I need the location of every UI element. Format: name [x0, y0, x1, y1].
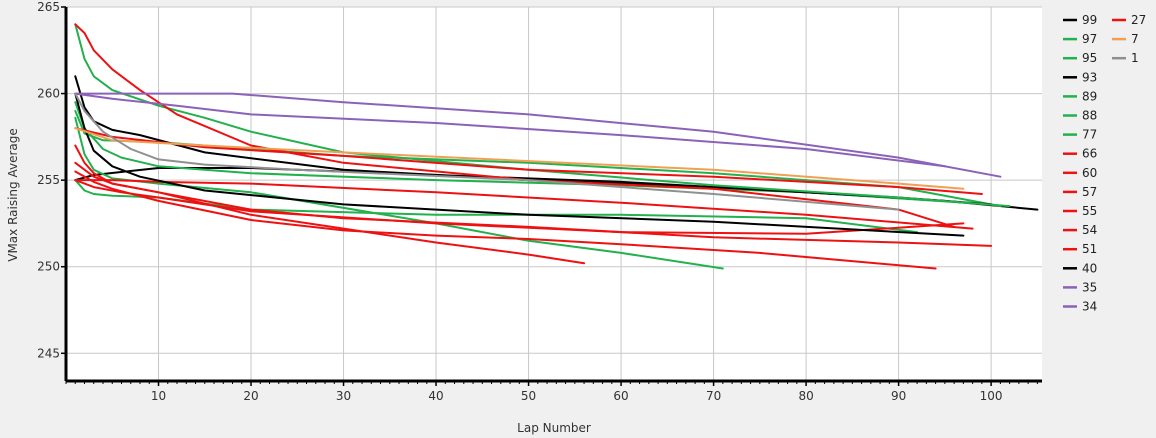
- series-line-7: [74, 127, 965, 190]
- legend-item-51: 51: [1063, 242, 1097, 256]
- x-tick-label: 70: [706, 389, 721, 403]
- legend-label: 57: [1082, 185, 1097, 199]
- legend-label: 93: [1082, 70, 1097, 84]
- legend-label: 95: [1082, 51, 1097, 65]
- x-tick-label: 40: [428, 389, 443, 403]
- legend-label: 27: [1131, 13, 1146, 27]
- legend-item-95: 95: [1063, 51, 1097, 65]
- plot-area: [66, 7, 1042, 381]
- series-line-57: [74, 179, 965, 235]
- legend-item-55: 55: [1063, 204, 1097, 218]
- series-line-66: [74, 23, 956, 228]
- x-axis-ticks: 10 20 30 40 50 60 70 80 90 100: [65, 381, 1038, 403]
- legend-label: 55: [1082, 204, 1097, 218]
- legend-label: 40: [1082, 261, 1097, 275]
- x-tick-label: 50: [521, 389, 536, 403]
- x-tick-label: 20: [243, 389, 258, 403]
- legend-item-7: 7: [1112, 32, 1139, 46]
- legend-label: 7: [1131, 32, 1139, 46]
- series-line-88: [74, 23, 1011, 208]
- legend-item-57: 57: [1063, 185, 1097, 199]
- y-axis-title: VMax Raising Average: [6, 128, 20, 262]
- legend-item-35: 35: [1063, 280, 1097, 294]
- legend-label: 97: [1082, 32, 1097, 46]
- x-tick-label: 30: [336, 389, 351, 403]
- x-tick-label: 90: [891, 389, 906, 403]
- legend-item-40: 40: [1063, 261, 1097, 275]
- legend-item-88: 88: [1063, 109, 1097, 123]
- legend-item-1: 1: [1112, 51, 1139, 65]
- series-line-35: [74, 92, 1002, 178]
- x-axis-title: Lap Number: [517, 421, 591, 435]
- series-line-54: [74, 161, 993, 247]
- x-tick-label: 100: [980, 389, 1003, 403]
- x-tick-label: 10: [151, 389, 166, 403]
- legend-item-93: 93: [1063, 70, 1097, 84]
- series-line-34: [74, 92, 946, 168]
- legend-item-89: 89: [1063, 89, 1097, 103]
- x-tick-label: 80: [798, 389, 813, 403]
- legend-label: 88: [1082, 109, 1097, 123]
- legend-label: 99: [1082, 13, 1097, 27]
- legend-label: 35: [1082, 280, 1097, 294]
- legend-label: 54: [1082, 223, 1097, 237]
- y-tick-label: 260: [37, 87, 60, 101]
- legend-item-66: 66: [1063, 147, 1097, 161]
- y-tick-label: 265: [37, 0, 60, 14]
- legend-item-77: 77: [1063, 128, 1097, 142]
- legend-item-60: 60: [1063, 166, 1097, 180]
- legend-label: 77: [1082, 128, 1097, 142]
- legend-label: 60: [1082, 166, 1097, 180]
- legend-label: 34: [1082, 300, 1097, 314]
- series-line-55: [74, 144, 586, 265]
- y-tick-label: 245: [37, 346, 60, 360]
- axes: [64, 7, 1042, 383]
- series-lines: [74, 23, 1039, 270]
- series-line-1: [74, 92, 900, 211]
- legend-item-34: 34: [1063, 300, 1097, 314]
- y-tick-label: 250: [37, 260, 60, 274]
- grid: [66, 6, 1042, 381]
- legend-item-97: 97: [1063, 32, 1097, 46]
- series-line-27: [74, 127, 983, 195]
- y-tick-label: 255: [37, 173, 60, 187]
- x-tick-label: 60: [613, 389, 628, 403]
- y-axis-ticks: 245 250 255 260 265: [37, 0, 66, 360]
- series-line-89: [74, 116, 724, 270]
- legend-label: 1: [1131, 51, 1139, 65]
- series-line-60: [74, 179, 974, 230]
- legend-label: 66: [1082, 147, 1097, 161]
- legend-item-54: 54: [1063, 223, 1097, 237]
- legend: 99 97 95 93 89 88 77 66 60 57 55 54 51 40 35 34 27 7 1: [1063, 13, 1146, 314]
- legend-item-27: 27: [1112, 13, 1146, 27]
- legend-label: 89: [1082, 89, 1097, 103]
- series-line-40: [74, 92, 965, 237]
- legend-label: 51: [1082, 242, 1097, 256]
- series-line-51: [74, 170, 937, 270]
- legend-item-99: 99: [1063, 13, 1097, 27]
